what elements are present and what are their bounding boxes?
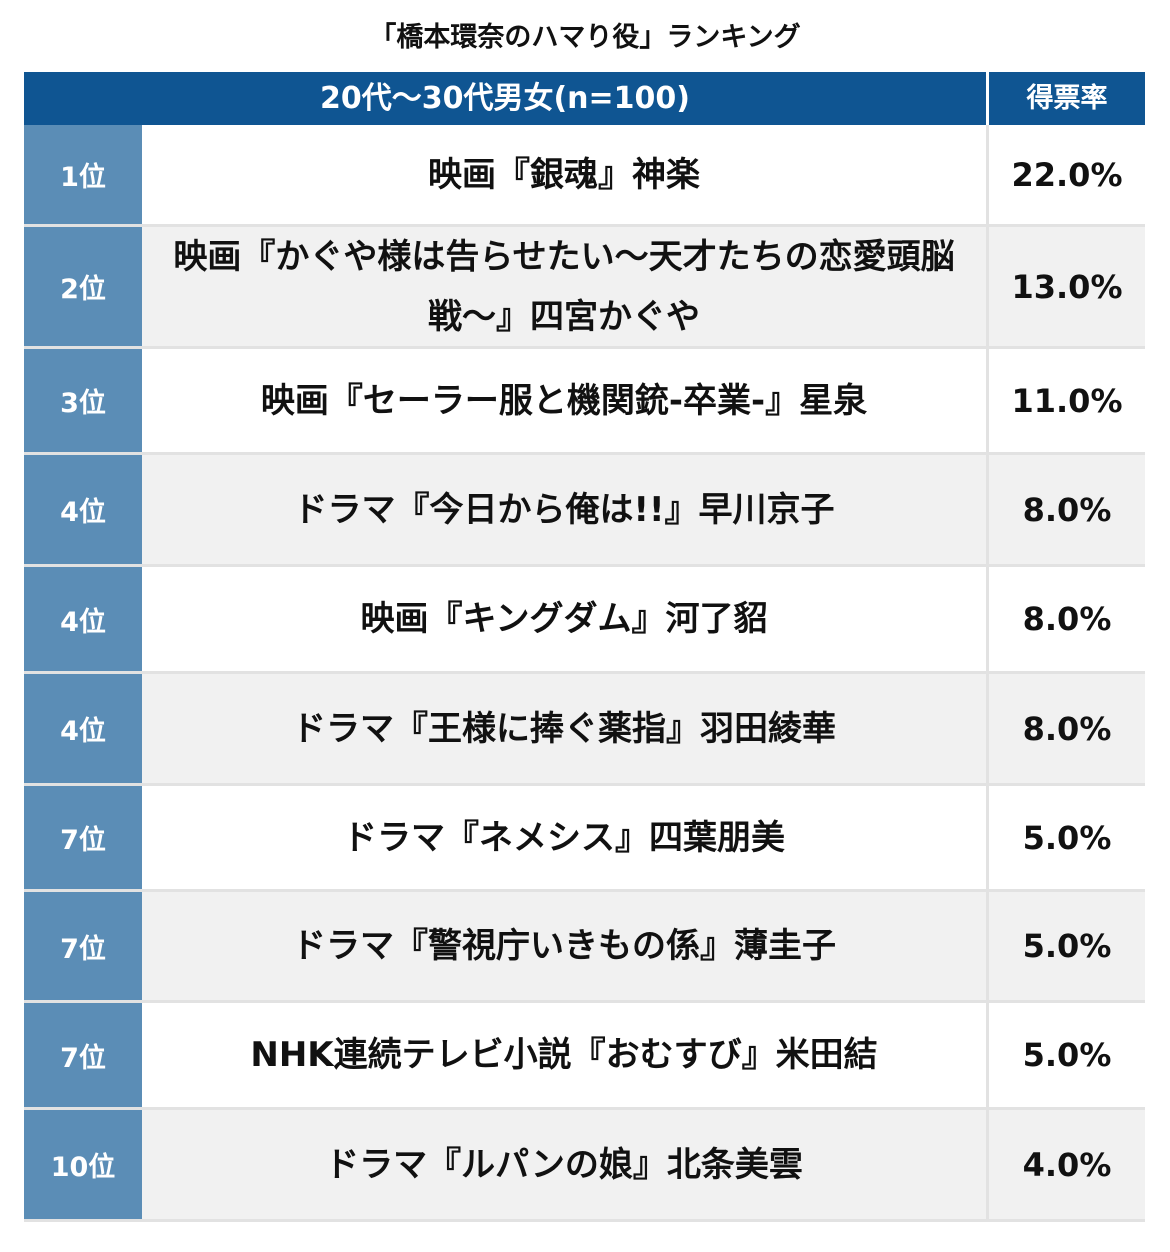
table-row: 4位 映画『キングダム』河了貂 8.0% [24, 567, 1145, 674]
rank-cell: 3位 [24, 349, 142, 452]
column-divider [986, 455, 989, 564]
rate-cell: 5.0% [989, 786, 1145, 889]
role-cell: ドラマ『今日から俺は!!』早川京子 [142, 455, 986, 564]
rate-cell: 5.0% [989, 892, 1145, 1000]
header-divider [986, 72, 989, 125]
table-row: 2位 映画『かぐや様は告らせたい〜天才たちの恋愛頭脳戦〜』四宮かぐや 13.0% [24, 227, 1145, 349]
rank-cell: 4位 [24, 455, 142, 564]
table-row: 4位 ドラマ『王様に捧ぐ薬指』羽田綾華 8.0% [24, 674, 1145, 786]
rank-cell: 1位 [24, 125, 142, 224]
table-row: 10位 ドラマ『ルパンの娘』北条美雲 4.0% [24, 1110, 1145, 1222]
rate-cell: 11.0% [989, 349, 1145, 452]
role-cell: ドラマ『警視庁いきもの係』薄圭子 [142, 892, 986, 1000]
table-row: 7位 NHK連続テレビ小説『おむすび』米田結 5.0% [24, 1003, 1145, 1110]
chart-title: 「橋本環奈のハマり役」ランキング [369, 22, 801, 53]
role-cell: ドラマ『王様に捧ぐ薬指』羽田綾華 [142, 674, 986, 783]
header-group-label: 20代〜30代男女(n=100) [319, 81, 691, 116]
table-row: 1位 映画『銀魂』神楽 22.0% [24, 125, 1145, 227]
rank-cell: 10位 [24, 1110, 142, 1219]
column-divider [986, 892, 989, 1000]
rank-cell: 4位 [24, 674, 142, 783]
header-rate-label: 得票率 [1026, 83, 1108, 114]
column-divider [986, 1110, 989, 1219]
rate-cell: 8.0% [989, 567, 1145, 671]
role-cell: 映画『銀魂』神楽 [142, 125, 986, 224]
column-divider [986, 349, 989, 452]
rate-cell: 4.0% [989, 1110, 1145, 1219]
column-divider [986, 1003, 989, 1107]
rank-cell: 7位 [24, 892, 142, 1000]
column-divider [986, 786, 989, 889]
role-cell: 映画『キングダム』河了貂 [142, 567, 986, 671]
rate-cell: 5.0% [989, 1003, 1145, 1107]
rank-cell: 7位 [24, 786, 142, 889]
role-cell: 映画『セーラー服と機関銃-卒業-』星泉 [142, 349, 986, 452]
rank-cell: 7位 [24, 1003, 142, 1107]
rate-cell: 8.0% [989, 674, 1145, 783]
ranking-table-body: 1位 映画『銀魂』神楽 22.0% 2位 映画『かぐや様は告らせたい〜天才たちの… [24, 125, 1145, 1222]
role-cell: ドラマ『ネメシス』四葉朋美 [142, 786, 986, 889]
table-row: 7位 ドラマ『警視庁いきもの係』薄圭子 5.0% [24, 892, 1145, 1003]
table-row: 7位 ドラマ『ネメシス』四葉朋美 5.0% [24, 786, 1145, 892]
table-row: 4位 ドラマ『今日から俺は!!』早川京子 8.0% [24, 455, 1145, 567]
column-divider [986, 125, 989, 224]
rate-cell: 13.0% [989, 227, 1145, 346]
column-divider [986, 227, 989, 346]
table-header: 20代〜30代男女(n=100) 得票率 [24, 72, 1145, 125]
rate-cell: 22.0% [989, 125, 1145, 224]
column-divider [986, 567, 989, 671]
role-cell: NHK連続テレビ小説『おむすび』米田結 [142, 1003, 986, 1107]
role-cell: 映画『かぐや様は告らせたい〜天才たちの恋愛頭脳戦〜』四宮かぐや [142, 227, 986, 346]
role-cell: ドラマ『ルパンの娘』北条美雲 [142, 1110, 986, 1219]
rank-cell: 2位 [24, 227, 142, 346]
rank-cell: 4位 [24, 567, 142, 671]
rate-cell: 8.0% [989, 455, 1145, 564]
table-row: 3位 映画『セーラー服と機関銃-卒業-』星泉 11.0% [24, 349, 1145, 455]
column-divider [986, 674, 989, 783]
